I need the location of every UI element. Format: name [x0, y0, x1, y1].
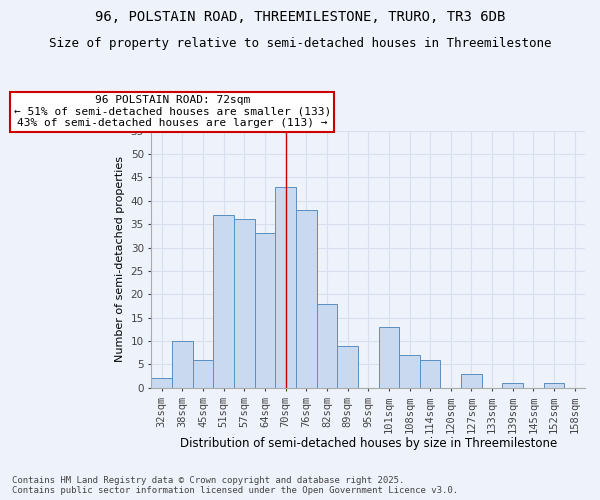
- Bar: [234, 220, 255, 388]
- Bar: [337, 346, 358, 388]
- Bar: [172, 341, 193, 388]
- Bar: [379, 327, 399, 388]
- Bar: [399, 355, 420, 388]
- Bar: [317, 304, 337, 388]
- Bar: [255, 234, 275, 388]
- Bar: [461, 374, 482, 388]
- Bar: [214, 215, 234, 388]
- Y-axis label: Number of semi-detached properties: Number of semi-detached properties: [115, 156, 125, 362]
- Bar: [151, 378, 172, 388]
- X-axis label: Distribution of semi-detached houses by size in Threemilestone: Distribution of semi-detached houses by …: [179, 437, 557, 450]
- Text: Size of property relative to semi-detached houses in Threemilestone: Size of property relative to semi-detach…: [49, 38, 551, 51]
- Bar: [544, 383, 565, 388]
- Bar: [275, 187, 296, 388]
- Bar: [193, 360, 214, 388]
- Bar: [420, 360, 440, 388]
- Text: Contains HM Land Registry data © Crown copyright and database right 2025.
Contai: Contains HM Land Registry data © Crown c…: [12, 476, 458, 495]
- Bar: [502, 383, 523, 388]
- Text: 96, POLSTAIN ROAD, THREEMILESTONE, TRURO, TR3 6DB: 96, POLSTAIN ROAD, THREEMILESTONE, TRURO…: [95, 10, 505, 24]
- Text: 96 POLSTAIN ROAD: 72sqm
← 51% of semi-detached houses are smaller (133)
43% of s: 96 POLSTAIN ROAD: 72sqm ← 51% of semi-de…: [14, 95, 331, 128]
- Bar: [296, 210, 317, 388]
